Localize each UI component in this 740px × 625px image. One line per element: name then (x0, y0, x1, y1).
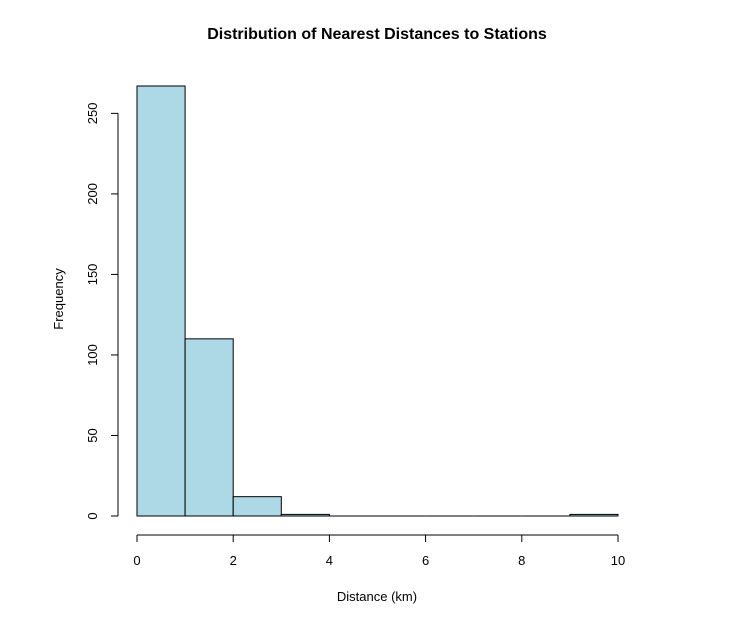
y-axis: 0 50 100 150 200 250 (85, 103, 119, 520)
x-axis: 0 2 4 6 8 10 (133, 534, 625, 568)
bars-group (136, 85, 619, 517)
y-tick-label: 150 (85, 264, 100, 286)
x-tick-label: 6 (422, 553, 429, 568)
histogram-bar (184, 338, 234, 517)
y-tick-label: 0 (85, 512, 100, 519)
x-tick-label: 4 (326, 553, 333, 568)
x-tick-label: 2 (230, 553, 237, 568)
y-axis-label: Frequency (51, 268, 66, 330)
histogram-bar (569, 513, 619, 517)
x-tick-label: 8 (518, 553, 525, 568)
y-tick-label: 100 (85, 344, 100, 366)
y-tick-label: 250 (85, 103, 100, 125)
chart-title: Distribution of Nearest Distances to Sta… (207, 26, 547, 43)
histogram-bar (280, 513, 330, 517)
histogram-bar (136, 85, 186, 517)
y-tick-label: 200 (85, 183, 100, 205)
x-axis-label: Distance (km) (337, 589, 417, 604)
histogram-bar (232, 496, 282, 517)
y-tick-label: 50 (85, 428, 100, 442)
x-tick-label: 10 (611, 553, 625, 568)
x-tick-label: 0 (133, 553, 140, 568)
